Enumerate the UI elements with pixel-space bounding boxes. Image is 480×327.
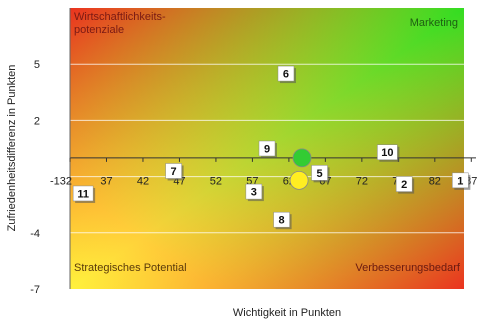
data-point-1: 1 [452, 172, 471, 190]
x-tick-label: 37 [100, 175, 112, 187]
point-label: 6 [283, 69, 289, 81]
point-label: 3 [251, 187, 257, 199]
y-tick-labels: 5 2 -4 -7 [30, 59, 40, 296]
point-box [273, 211, 290, 228]
x-tick-label: 42 [137, 175, 149, 187]
point-box [395, 176, 413, 192]
point-label: 11 [77, 188, 89, 200]
data-point-10: 10 [377, 144, 400, 162]
point-label: 5 [316, 168, 322, 180]
green-marker [292, 148, 312, 168]
x-tick-label: 72 [356, 175, 368, 187]
quadrant-label-bottom-left: Strategisches Potential [74, 262, 187, 274]
y-tick-label: -4 [30, 228, 40, 240]
yellow-marker [289, 170, 309, 190]
data-points: 1 2 3 5 6 7 8 9 10 11 [72, 65, 471, 230]
point-label: 10 [381, 147, 393, 159]
data-point-11: 11 [72, 185, 96, 203]
data-point-2: 2 [395, 176, 415, 194]
data-point-9: 9 [258, 140, 277, 158]
data-point-8: 8 [273, 211, 292, 230]
data-point-6: 6 [277, 65, 296, 84]
quadrant-label-bottom-right: Verbesserungsbedarf [355, 262, 461, 274]
data-point-3: 3 [245, 183, 264, 202]
x-axis-title: Wichtigkeit in Punkten [233, 307, 341, 319]
point-box [258, 140, 276, 157]
data-point-5: 5 [311, 165, 330, 183]
x-tick-labels: -1323742475257626772778287 [50, 175, 477, 187]
y-axis-title: Zufriedenheitsdifferenz in Punkten [6, 65, 18, 232]
y-tick-label: 2 [34, 115, 40, 127]
point-label: 7 [171, 166, 177, 178]
point-box [72, 185, 94, 202]
point-label: 2 [401, 179, 407, 191]
point-box [377, 144, 398, 160]
quadrant-label-top-left: Wirtschaftlichkeits- potenziale [74, 11, 169, 36]
quadrant-label-top-right: Marketing [410, 17, 458, 29]
y-tick-label: -7 [30, 284, 40, 296]
y-tick-label: 5 [34, 59, 40, 71]
point-box [277, 65, 295, 82]
point-box [165, 163, 182, 179]
point-label: 1 [457, 175, 463, 187]
data-point-7: 7 [165, 163, 184, 181]
point-box [452, 172, 469, 189]
point-box [245, 183, 263, 200]
x-tick-label: -132 [50, 175, 72, 187]
point-label: 8 [279, 215, 285, 227]
point-box [311, 165, 328, 181]
x-tick-label: 82 [429, 175, 441, 187]
point-label: 9 [264, 144, 270, 156]
x-tick-label: 52 [210, 175, 222, 187]
